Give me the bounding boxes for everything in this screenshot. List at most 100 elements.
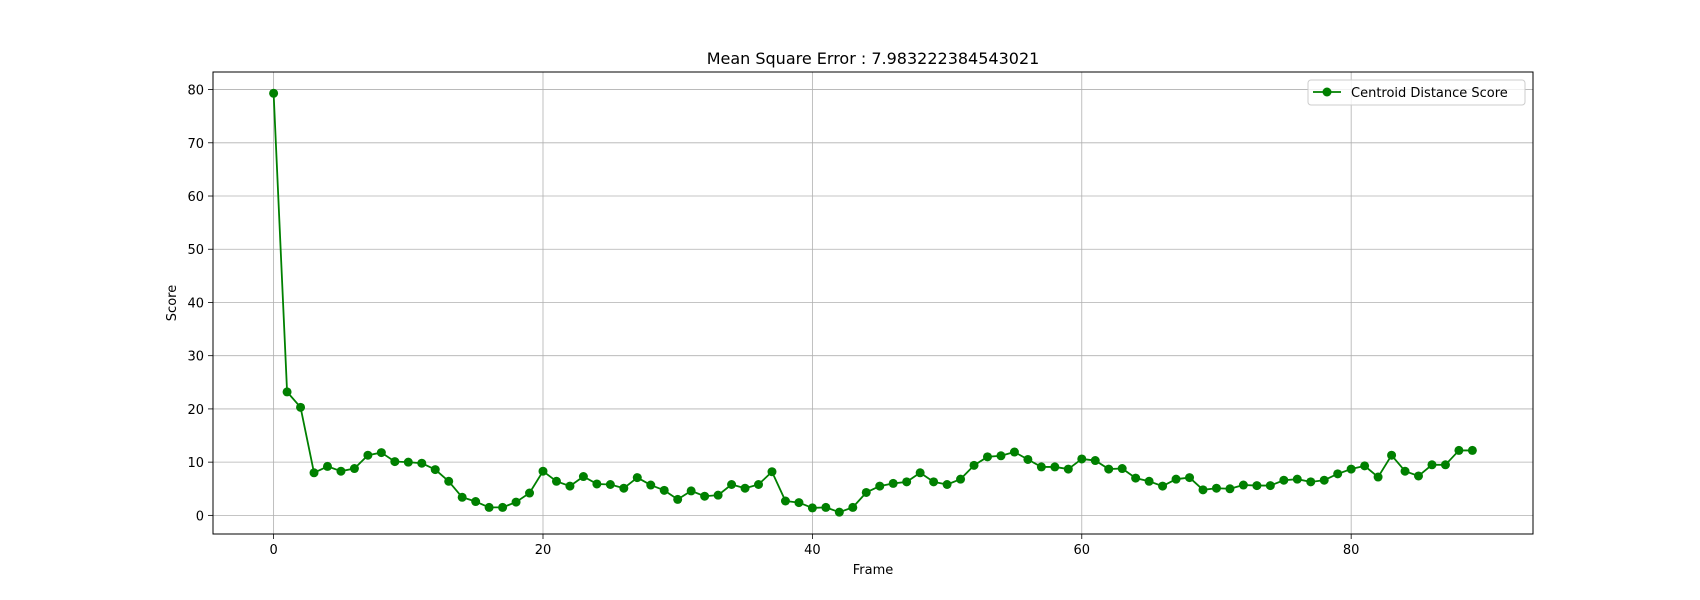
data-point (1360, 461, 1370, 471)
data-point (322, 461, 332, 471)
data-point (619, 483, 629, 493)
data-point (982, 452, 992, 462)
data-point (1333, 469, 1343, 479)
data-point (700, 491, 710, 501)
data-point (727, 480, 737, 489)
data-point (349, 464, 359, 474)
data-point (1009, 447, 1019, 457)
x-axis-ticks: 0 20 40 60 80 (269, 534, 1359, 558)
data-point (632, 473, 642, 483)
data-point (1077, 454, 1087, 464)
data-point (1306, 477, 1316, 487)
y-axis-label: Score (165, 285, 180, 321)
data-point (996, 451, 1006, 461)
data-point (673, 494, 683, 504)
data-point (471, 497, 481, 507)
y-tick-label: 0 (196, 509, 204, 524)
data-point (861, 487, 871, 497)
data-point (1023, 454, 1033, 464)
data-point (363, 450, 373, 460)
data-point (269, 88, 279, 98)
data-point (484, 502, 494, 512)
data-point (1252, 481, 1262, 491)
data-point (1414, 471, 1424, 481)
data-point (565, 481, 575, 491)
data-point (686, 486, 696, 496)
data-point (1440, 460, 1450, 470)
x-tick-label: 0 (269, 543, 277, 558)
data-point (713, 490, 723, 500)
data-point (1131, 473, 1141, 483)
data-point (390, 457, 400, 467)
legend: Centroid Distance Score (1307, 79, 1526, 106)
data-point (1454, 445, 1464, 455)
data-point (417, 458, 427, 468)
x-tick-label: 40 (804, 543, 821, 558)
plot-frame (212, 71, 1534, 535)
data-point (1400, 466, 1410, 476)
data-point (551, 476, 561, 486)
data-point (592, 479, 602, 489)
legend-marker (1322, 87, 1332, 97)
y-tick-label: 10 (187, 456, 204, 471)
data-point (525, 488, 535, 498)
data-point (929, 477, 939, 487)
data-point (1211, 483, 1221, 493)
data-point (794, 498, 804, 508)
data-point (915, 468, 925, 478)
x-tick-label: 60 (1074, 543, 1091, 558)
data-point (1467, 445, 1477, 455)
data-point (740, 483, 750, 493)
data-point (875, 481, 885, 491)
data-point (1292, 474, 1302, 484)
y-tick-label: 20 (187, 403, 204, 418)
data-point (1427, 460, 1437, 470)
data-point (834, 507, 844, 517)
data-point (578, 472, 588, 482)
y-tick-label: 70 (187, 137, 204, 152)
data-point (457, 492, 467, 502)
x-axis-label: Frame (853, 563, 894, 578)
y-tick-label: 50 (187, 243, 204, 258)
data-point (309, 468, 319, 478)
data-point (1144, 476, 1154, 486)
y-tick-label: 80 (187, 84, 204, 99)
legend-box (1307, 79, 1526, 106)
data-point (403, 457, 413, 467)
data-point (1319, 475, 1329, 485)
series-layer (269, 88, 1477, 517)
data-point (902, 477, 912, 487)
data-point (1373, 472, 1383, 482)
data-point (1387, 450, 1397, 460)
data-point (538, 466, 548, 476)
data-point (1185, 473, 1195, 483)
data-point (807, 503, 817, 513)
data-point (376, 448, 386, 458)
y-tick-label: 40 (187, 296, 204, 311)
data-point (296, 402, 306, 412)
data-point (1036, 462, 1046, 472)
data-point (444, 476, 454, 486)
data-point (605, 480, 615, 489)
data-point (1104, 464, 1114, 474)
data-point (1158, 481, 1168, 491)
data-point (754, 480, 764, 489)
data-point (511, 497, 521, 507)
data-point (1265, 481, 1275, 491)
data-point (336, 466, 346, 476)
data-point (821, 502, 831, 512)
y-tick-label: 30 (187, 350, 204, 365)
data-point (646, 480, 656, 490)
y-tick-label: 60 (187, 190, 204, 205)
data-point (1050, 462, 1060, 472)
data-point (956, 474, 966, 484)
y-axis-ticks: 0 10 20 30 40 50 60 70 80 (187, 84, 213, 524)
legend-label: Centroid Distance Score (1351, 86, 1508, 101)
data-point (1063, 464, 1073, 474)
data-point (1171, 474, 1181, 484)
data-point (767, 467, 777, 477)
data-point (780, 496, 790, 506)
data-point (1117, 464, 1127, 474)
data-point (848, 502, 858, 512)
